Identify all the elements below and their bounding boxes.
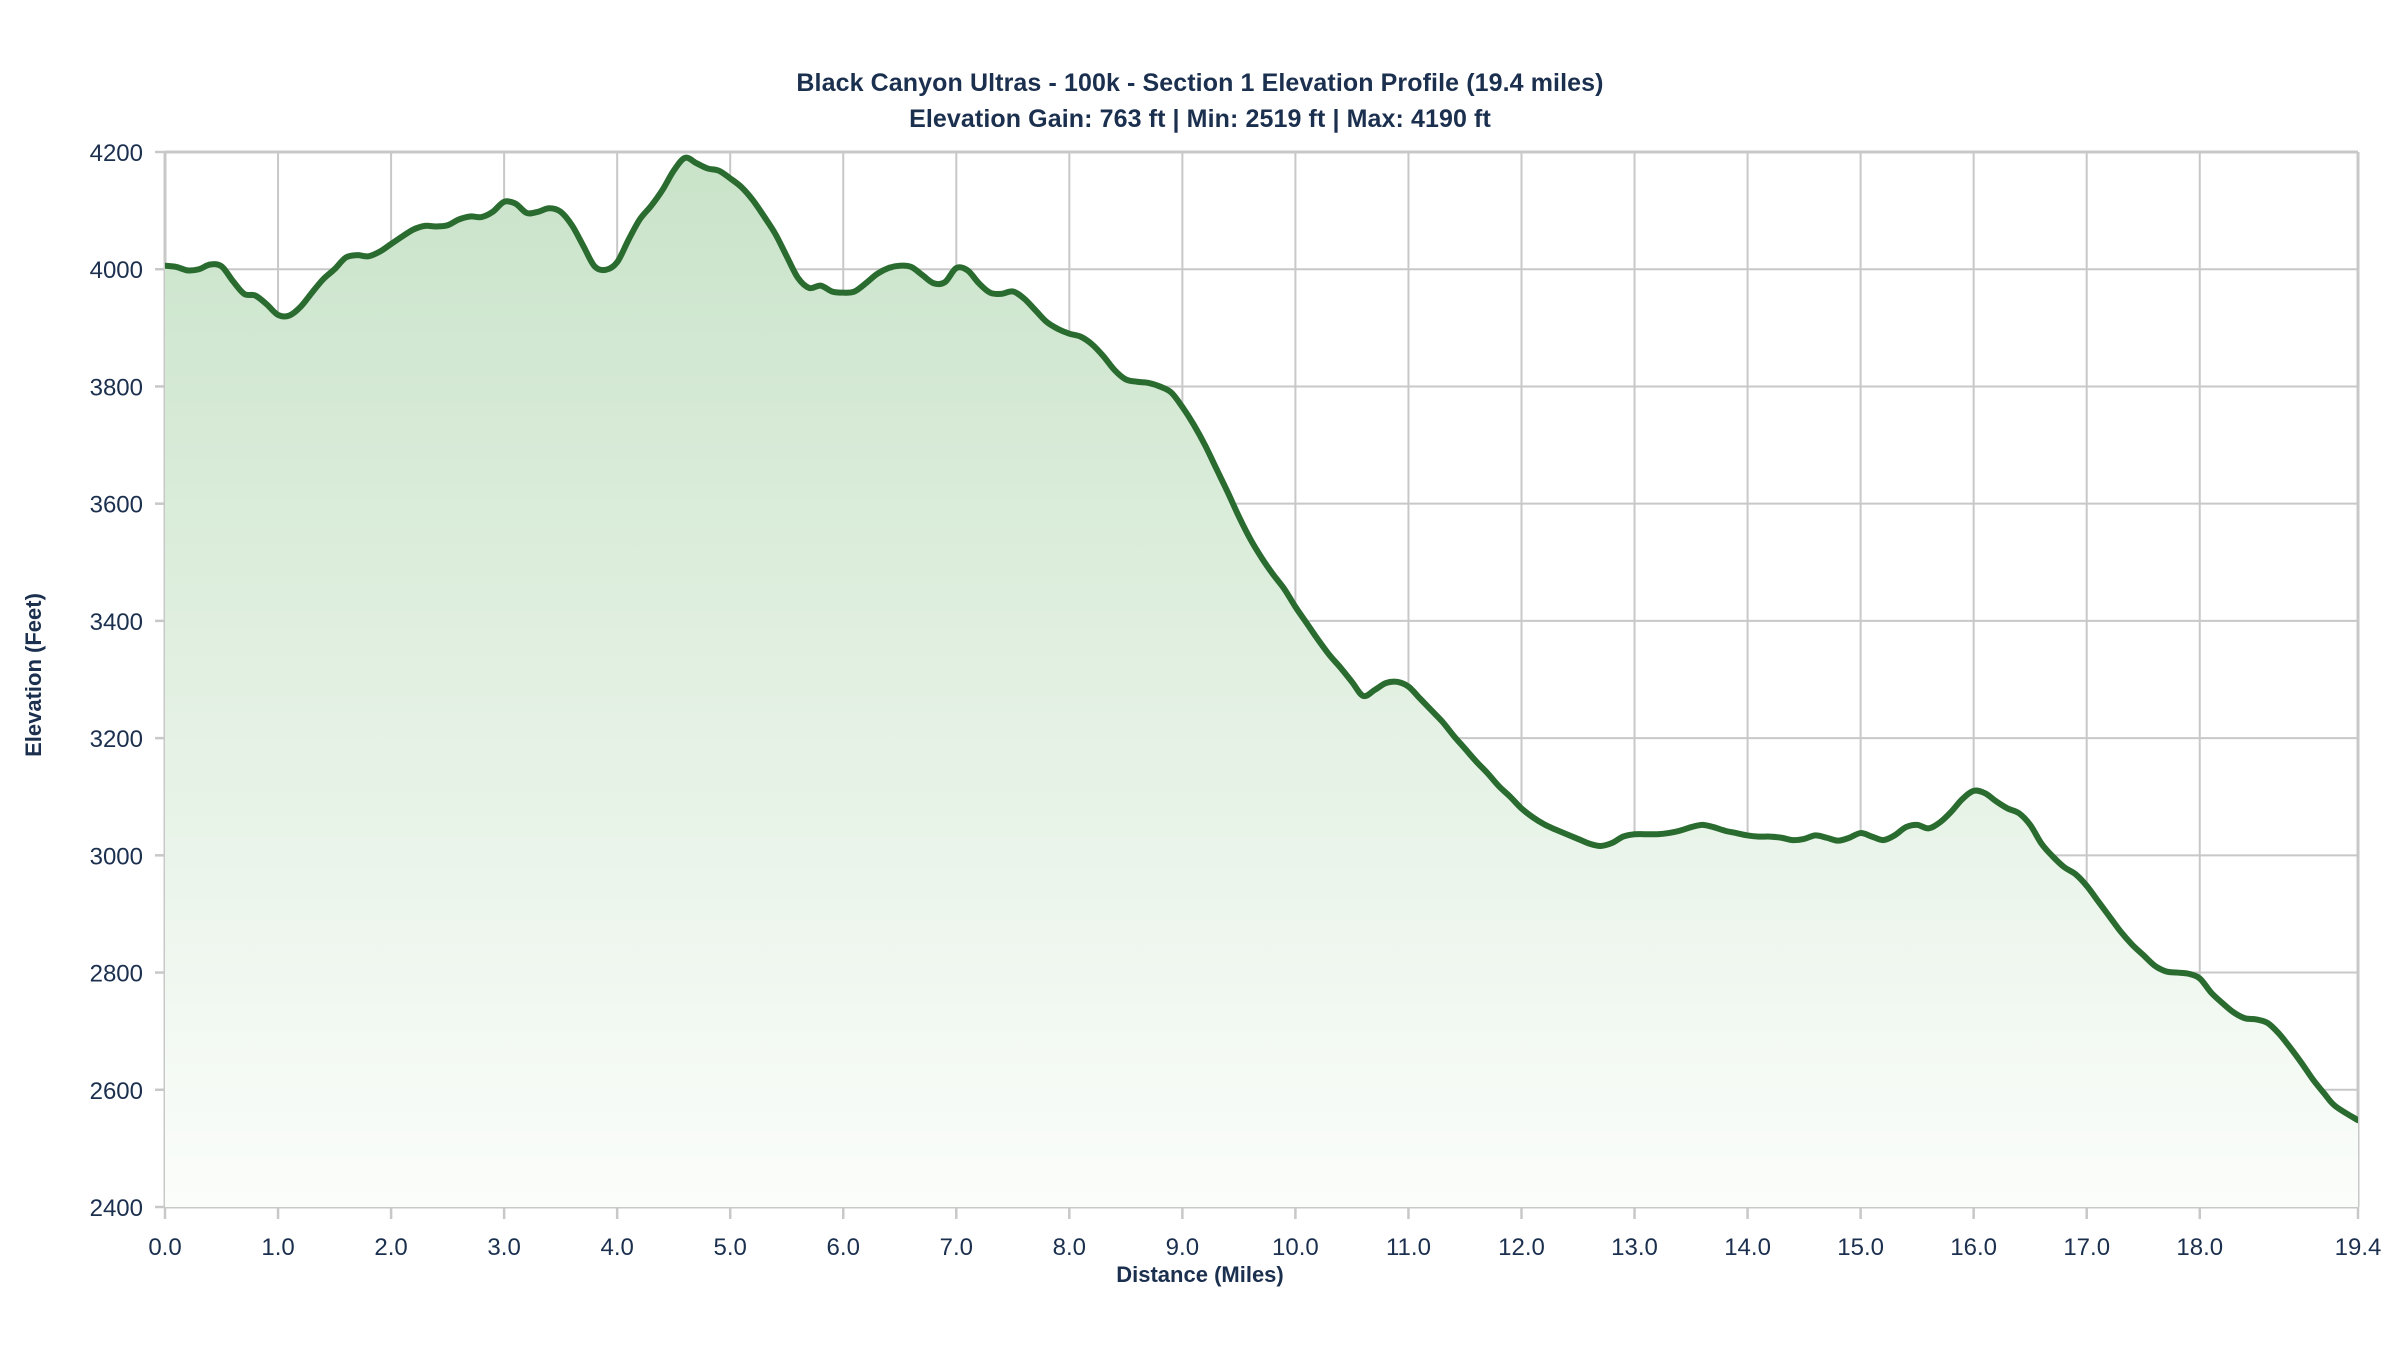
elevation-area-series	[165, 154, 2358, 1207]
y-tick-label: 3600	[90, 492, 143, 519]
x-axis-title: Distance (Miles)	[1116, 1262, 1284, 1287]
x-tick-label: 3.0	[487, 1234, 520, 1261]
tick-marks	[155, 150, 2360, 1219]
x-tick-label: 9.0	[1166, 1234, 1199, 1261]
x-tick-label: 17.0	[2063, 1234, 2110, 1261]
x-tick-label: 7.0	[940, 1234, 973, 1261]
y-tick-label: 4200	[90, 140, 143, 167]
x-tick-label: 2.0	[374, 1234, 407, 1261]
elevation-area-fill	[165, 157, 2358, 1207]
y-tick-label: 4000	[90, 257, 143, 284]
x-tick-label: 18.0	[2176, 1234, 2223, 1261]
x-tick-label: 1.0	[261, 1234, 294, 1261]
x-tick-label: 16.0	[1950, 1234, 1997, 1261]
plot-border	[165, 150, 2360, 1207]
x-tick-label: 5.0	[714, 1234, 747, 1261]
x-tick-label: 12.0	[1498, 1234, 1545, 1261]
x-tick-label: 10.0	[1272, 1234, 1319, 1261]
y-tick-label: 2400	[90, 1195, 143, 1222]
y-tick-label: 2600	[90, 1078, 143, 1105]
y-tick-label: 3800	[90, 374, 143, 401]
x-tick-label: 14.0	[1724, 1234, 1771, 1261]
y-tick-label: 2800	[90, 961, 143, 988]
x-tick-label: 4.0	[600, 1234, 633, 1261]
x-tick-label: 19.4	[2335, 1234, 2382, 1261]
x-axis-tick-labels: 0.0 1.0 2.0 3.0 4.0 5.0 6.0 7.0 8.0 9.0 10.0 11.0 12…	[148, 1234, 2381, 1261]
x-tick-label: 8.0	[1053, 1234, 1086, 1261]
y-tick-label: 3000	[90, 843, 143, 870]
elevation-line	[165, 154, 2358, 1124]
x-tick-label: 15.0	[1837, 1234, 1884, 1261]
x-tick-label: 13.0	[1611, 1234, 1658, 1261]
x-tick-label: 0.0	[148, 1234, 181, 1261]
x-tick-label: 11.0	[1386, 1234, 1431, 1261]
y-tick-label: 3400	[90, 609, 143, 636]
y-tick-label: 3200	[90, 726, 143, 753]
x-tick-label: 6.0	[827, 1234, 860, 1261]
y-axis-tick-labels: 2400 2600 2800 3000 3200 3400 3600 3800 4000 4200	[90, 140, 143, 1222]
